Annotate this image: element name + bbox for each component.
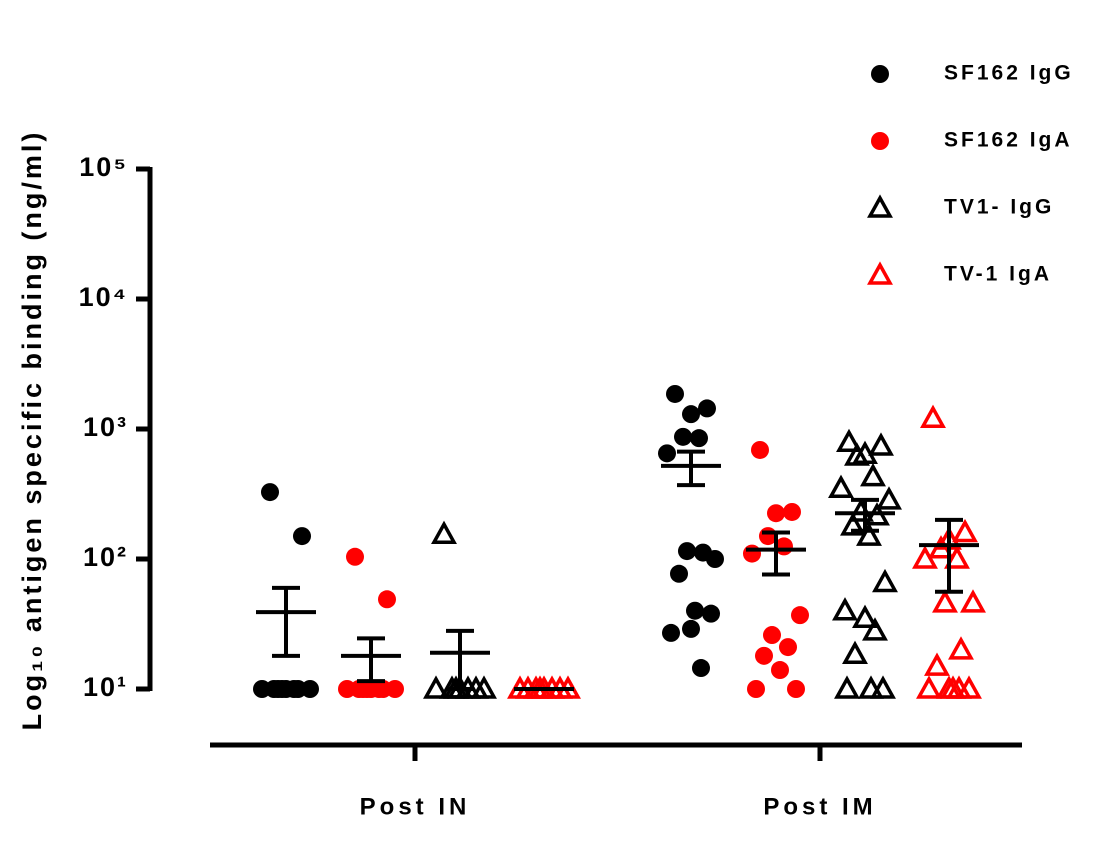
data-point — [293, 527, 311, 546]
data-point — [832, 597, 858, 621]
data-point — [670, 564, 688, 583]
data-point — [743, 544, 761, 563]
data-point — [666, 384, 684, 403]
data-point — [932, 589, 958, 613]
data-point — [876, 486, 902, 510]
data-point — [702, 604, 720, 623]
legend-marker — [867, 261, 893, 285]
data-point — [852, 604, 878, 629]
data-point — [694, 543, 712, 562]
data-point — [858, 675, 884, 699]
data-point — [872, 568, 898, 593]
data-point — [374, 680, 392, 698]
data-point — [378, 590, 396, 609]
legend-marker — [867, 194, 893, 218]
data-point — [423, 675, 449, 699]
legend-label: SF162 IgG — [944, 62, 1074, 85]
data-point — [261, 483, 279, 502]
data-point — [431, 520, 457, 545]
data-point — [924, 652, 950, 676]
y-tick-label: 10¹ — [83, 672, 128, 702]
data-point — [842, 640, 868, 665]
data-point — [836, 428, 862, 453]
y-tick-label: 10³ — [83, 412, 128, 442]
data-point — [471, 675, 497, 699]
data-point — [844, 442, 870, 466]
data-point — [840, 512, 866, 536]
data-point — [747, 680, 765, 698]
data-point — [289, 680, 307, 698]
data-point — [692, 659, 710, 678]
data-point — [678, 542, 696, 561]
data-point — [658, 444, 676, 463]
data-point — [834, 675, 860, 699]
data-point — [763, 626, 781, 645]
data-point — [662, 623, 680, 642]
data-point — [828, 474, 854, 499]
y-tick-label: 10⁵ — [79, 152, 128, 182]
data-point — [862, 617, 888, 641]
data-point — [916, 675, 942, 699]
legend-label: SF162 IgA — [944, 129, 1073, 152]
data-point — [771, 661, 789, 680]
data-point — [787, 680, 805, 698]
data-point — [686, 601, 704, 620]
data-point — [755, 646, 773, 665]
data-point — [912, 545, 938, 569]
data-point — [346, 547, 364, 566]
data-point — [698, 399, 716, 418]
data-point — [682, 619, 700, 638]
data-point — [952, 518, 978, 543]
data-point — [751, 440, 769, 459]
data-point — [948, 636, 974, 660]
data-point — [265, 680, 283, 698]
data-point — [350, 680, 368, 698]
data-point — [928, 535, 954, 559]
data-point — [868, 432, 894, 456]
data-point — [856, 522, 882, 546]
legend-label: TV1- IgG — [944, 196, 1054, 219]
data-point — [682, 405, 700, 424]
y-tick-label: 10⁴ — [79, 282, 128, 312]
y-tick-label: 10² — [83, 542, 128, 572]
data-point — [960, 589, 986, 613]
data-point — [791, 606, 809, 625]
data-point — [690, 429, 708, 448]
x-tick-label: Post IM — [763, 793, 876, 820]
legend-label: TV-1 IgA — [944, 263, 1052, 286]
data-point — [783, 502, 801, 521]
data-point — [920, 404, 946, 428]
data-point — [779, 638, 797, 657]
x-tick-label: Post IN — [360, 793, 471, 820]
data-point — [946, 675, 972, 699]
data-point — [767, 504, 785, 523]
data-point — [944, 545, 970, 569]
data-point — [860, 463, 886, 487]
legend-marker — [871, 132, 889, 150]
legend-marker — [871, 65, 889, 83]
y-axis-label: Log₁₀ antigen specific binding (ng/ml) — [17, 130, 47, 731]
data-point — [674, 427, 692, 446]
